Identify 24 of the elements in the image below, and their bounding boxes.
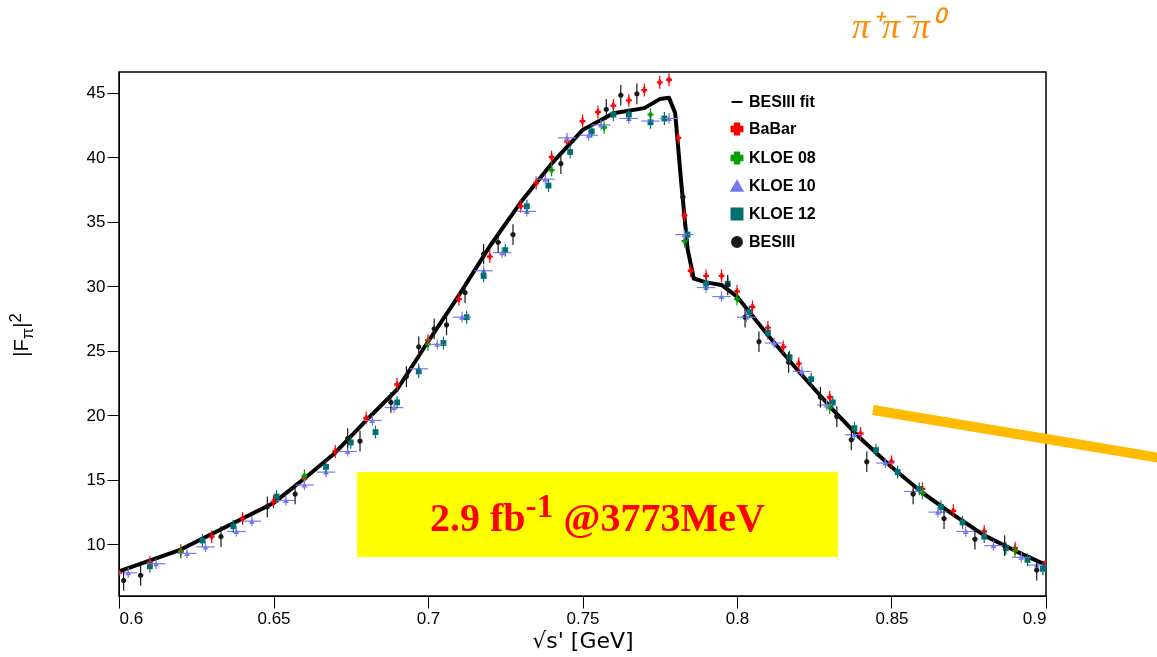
legend-label: BESIII fit: [749, 93, 816, 110]
x-tick-label: 0.9: [1022, 608, 1047, 628]
legend-label: KLOE 08: [749, 149, 816, 166]
text-box: 2.9 fb$^{-1}$ @3773MeV: [357, 472, 838, 557]
x-tick-label: 0.7: [416, 608, 441, 628]
y-tick-label: 45: [86, 83, 106, 103]
y-tick-label: 20: [86, 405, 106, 425]
x-tick-label: 0.6: [119, 608, 144, 628]
legend-label: KLOE 12: [749, 205, 816, 222]
x-tick-label: 0.8: [725, 608, 750, 628]
y-tick-label: 15: [86, 470, 106, 490]
legend-label: BaBar: [749, 120, 797, 137]
y-tick-label: 40: [86, 147, 106, 167]
y-tick-label: 30: [86, 276, 106, 296]
legend-label: BESIII: [749, 233, 796, 250]
x-tick-label: 0.85: [875, 608, 909, 628]
annotation: 2.9 fb$^{-1}$ @3773MeV: [430, 487, 765, 542]
x-axis-title: √s' [GeV]: [532, 627, 634, 653]
x-tick-label: 0.65: [257, 608, 291, 628]
y-tick-label: 10: [86, 534, 106, 554]
legend-label: KLOE 10: [749, 177, 816, 194]
y-tick-label: 35: [86, 212, 106, 232]
y-tick-label: 25: [86, 341, 106, 361]
x-tick-label: 0.75: [566, 608, 600, 628]
